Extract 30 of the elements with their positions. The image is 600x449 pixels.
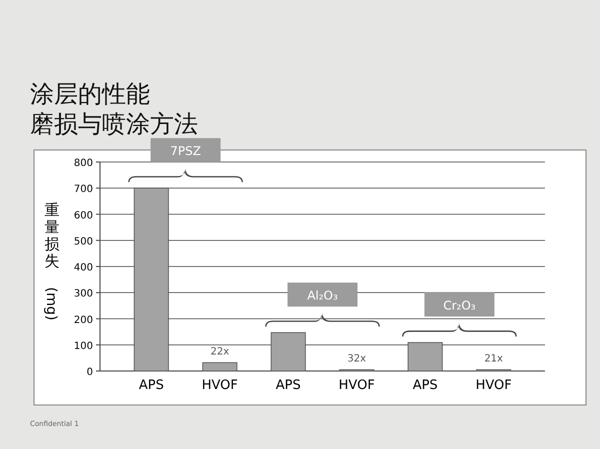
- annotation: 32x: [347, 354, 366, 365]
- y-tick-label: 100: [74, 340, 93, 352]
- x-tick-label: HVOF: [338, 378, 375, 393]
- y-tick-label: 200: [74, 314, 93, 326]
- y-tick-label: 400: [74, 262, 93, 274]
- curly-bracket: Cr₂O₃: [402, 292, 517, 337]
- x-tick-label: APS: [412, 378, 438, 393]
- x-tick-label: APS: [276, 378, 301, 393]
- annotation: 21x: [484, 354, 504, 365]
- bar: [202, 362, 238, 372]
- y-tick-label: 700: [74, 184, 93, 196]
- x-tick-label: APS: [138, 378, 164, 393]
- bar: [408, 342, 443, 372]
- chart-subtitle: 磨损与喷涂方法: [30, 110, 198, 138]
- y-tick-label: 300: [74, 288, 93, 300]
- chart-title: 涂层的性能: [30, 80, 150, 108]
- curly-bracket: Al₂O₃: [265, 282, 380, 327]
- annotation: 22x: [210, 346, 230, 358]
- x-tick-label: HVOF: [202, 378, 238, 393]
- x-tick-label: HVOF: [476, 378, 512, 393]
- y-tick-label: 500: [74, 236, 93, 248]
- bar: [270, 332, 306, 372]
- annotation: Al₂O₃: [307, 288, 338, 303]
- y-axis-title: 重量损失 (mg): [43, 201, 60, 320]
- bar: [134, 188, 169, 372]
- annotation: Cr₂O₃: [443, 298, 476, 313]
- y-tick-label: 600: [74, 210, 93, 222]
- y-tick-label: 0: [86, 367, 93, 378]
- y-tick-label: 800: [74, 158, 93, 169]
- curly-bracket: 7PSZ: [128, 138, 243, 182]
